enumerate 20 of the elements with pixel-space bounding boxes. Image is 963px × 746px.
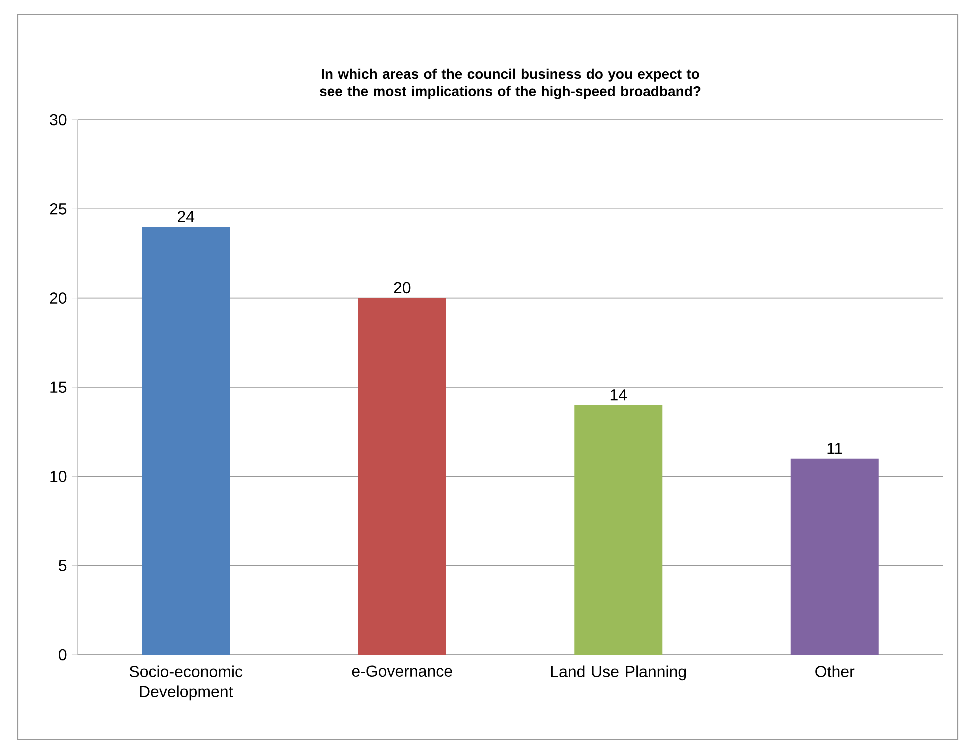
bar: [358, 298, 446, 655]
chart-title: In which areas of the council business do you expect to see the most implications of the high-speed broadband?: [320, 68, 701, 100]
y-tick-label: 25: [50, 204, 67, 215]
y-tick-label: 20: [50, 292, 67, 304]
y-tick-label: 5: [59, 560, 67, 572]
y-tick-label: 0: [59, 649, 67, 661]
x-tick-label: Land Use Planning: [551, 666, 686, 681]
y-tick-label: 10: [50, 471, 67, 482]
bar: [142, 226, 230, 655]
data-label: 11: [828, 443, 842, 454]
y-tick-label: 15: [50, 382, 67, 394]
x-tick-label: Other: [816, 666, 855, 678]
data-label: 24: [178, 211, 195, 222]
bar: [790, 458, 879, 655]
data-label: 20: [394, 282, 411, 294]
data-label: 14: [610, 390, 628, 401]
y-tick-label: 30: [50, 114, 67, 126]
x-tick-label: e-Governance: [352, 666, 452, 678]
bar: [574, 405, 663, 655]
x-tick-label: Socio-economic Development: [130, 666, 243, 701]
